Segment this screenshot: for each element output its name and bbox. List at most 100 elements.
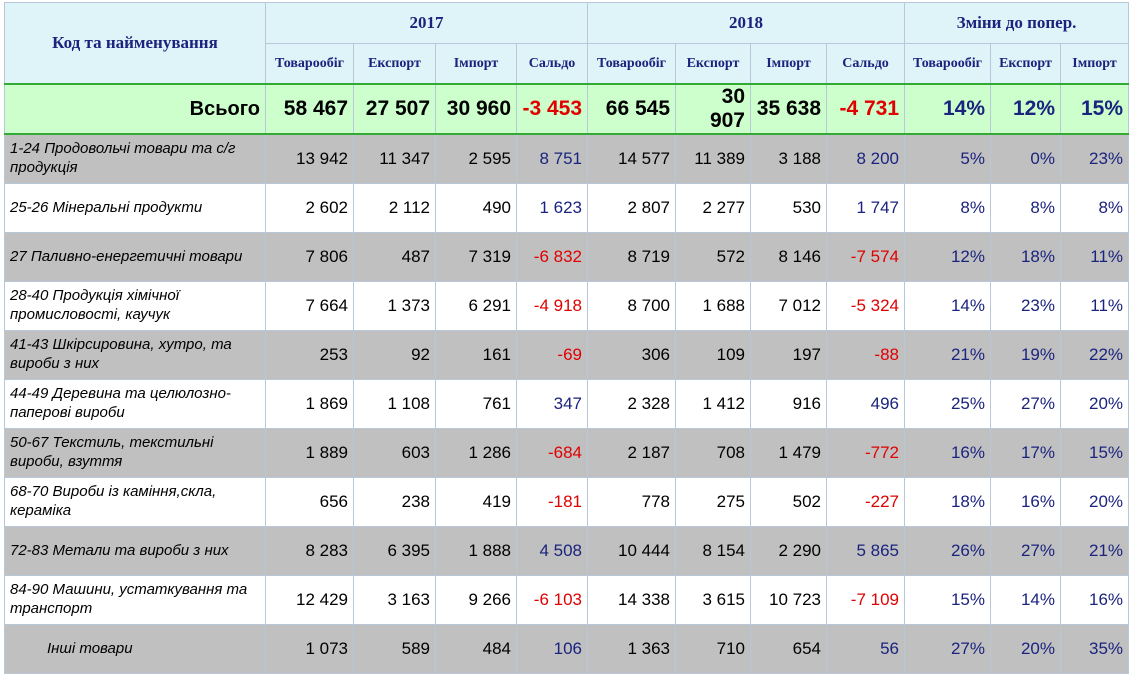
cell: 30 907: [675, 83, 751, 135]
cell: 1 688: [675, 281, 751, 331]
cell: -227: [826, 477, 905, 527]
cell: 11 347: [353, 133, 436, 184]
cell: 8%: [990, 183, 1061, 233]
cell: 20%: [1059, 379, 1130, 429]
cell: 7 664: [265, 281, 354, 331]
data-row: 27 Паливно-енергетичні товари 7 806 487 7 3…: [4, 232, 1130, 282]
cell: 15%: [904, 575, 991, 625]
group-header: 2018: [587, 2, 905, 44]
group-header: 2017: [265, 2, 588, 44]
cell: 10 723: [750, 575, 827, 625]
cell: 27 507: [353, 83, 436, 135]
cell: 8 146: [750, 232, 827, 282]
cell: 2 112: [353, 183, 436, 233]
cell: 1 373: [353, 281, 436, 331]
cell: 8 719: [587, 232, 676, 282]
cell: 92: [353, 330, 436, 380]
cell: 8%: [904, 183, 991, 233]
cell: 20%: [990, 624, 1061, 674]
cell: -88: [826, 330, 905, 380]
cell: 1 869: [265, 379, 354, 429]
cell: 12%: [990, 83, 1061, 135]
cell: 530: [750, 183, 827, 233]
cell: 778: [587, 477, 676, 527]
total-row: Всього 58 467 27 507 30 960 -3 453 66 545 30 9…: [4, 83, 1130, 135]
cell: 1 073: [265, 624, 354, 674]
cell: 8 700: [587, 281, 676, 331]
row-label: 25-26 Мінеральні продукти: [4, 183, 266, 233]
cell: 2 595: [435, 133, 517, 184]
cell: -4 731: [826, 83, 905, 135]
cell: 238: [353, 477, 436, 527]
cell: 1 363: [587, 624, 676, 674]
cell: -7 109: [826, 575, 905, 625]
cell: 490: [435, 183, 517, 233]
cell: 656: [265, 477, 354, 527]
cell: 7 012: [750, 281, 827, 331]
cell: 487: [353, 232, 436, 282]
cell: 502: [750, 477, 827, 527]
cell: 253: [265, 330, 354, 380]
cell: 419: [435, 477, 517, 527]
cell: 197: [750, 330, 827, 380]
cell: 16%: [904, 428, 991, 478]
row-label: 50-67 Текстиль, текстильні вироби, взутт…: [4, 428, 266, 478]
cell: -181: [516, 477, 588, 527]
cell: 710: [675, 624, 751, 674]
data-row: 50-67 Текстиль, текстильні вироби, взутт…: [4, 428, 1130, 478]
data-row: 44-49 Деревина та целюлозно-паперові вир…: [4, 379, 1130, 429]
cell: 26%: [904, 526, 991, 576]
cell: 15%: [1059, 428, 1130, 478]
cell: 21%: [1059, 526, 1130, 576]
cell: 572: [675, 232, 751, 282]
cell: 9 266: [435, 575, 517, 625]
cell: 761: [435, 379, 517, 429]
cell: 2 277: [675, 183, 751, 233]
cell: 5 865: [826, 526, 905, 576]
cell: 1 623: [516, 183, 588, 233]
cell: 12 429: [265, 575, 354, 625]
cell: 14 577: [587, 133, 676, 184]
column-header: Товарообіг: [904, 43, 991, 85]
cell: 23%: [1059, 133, 1130, 184]
cell: 8%: [1059, 183, 1130, 233]
cell: 603: [353, 428, 436, 478]
cell: 2 290: [750, 526, 827, 576]
cell: 10 444: [587, 526, 676, 576]
column-header: Експорт: [353, 43, 436, 85]
cell: 347: [516, 379, 588, 429]
cell: 2 187: [587, 428, 676, 478]
data-row: 41-43 Шкірсировина, хутро, та вироби з н…: [4, 330, 1130, 380]
cell: 7 319: [435, 232, 517, 282]
cell: 14%: [904, 83, 991, 135]
cell: 21%: [904, 330, 991, 380]
cell: 11%: [1059, 232, 1130, 282]
cell: 23%: [990, 281, 1061, 331]
column-header: Імпорт: [1059, 43, 1130, 85]
cell: 27%: [990, 379, 1061, 429]
row-label: 72-83 Метали та вироби з них: [4, 526, 266, 576]
cell: 109: [675, 330, 751, 380]
cell: 19%: [990, 330, 1061, 380]
cell: 708: [675, 428, 751, 478]
cell: 1 747: [826, 183, 905, 233]
cell: 13 942: [265, 133, 354, 184]
cell: 35 638: [750, 83, 827, 135]
cell: -69: [516, 330, 588, 380]
cell: 2 807: [587, 183, 676, 233]
cell: 1 888: [435, 526, 517, 576]
group-header: Зміни до попер.: [903, 2, 1130, 44]
row-label: 44-49 Деревина та целюлозно-паперові вир…: [4, 379, 266, 429]
cell: -684: [516, 428, 588, 478]
row-label: 28-40 Продукція хімічної промисловості, …: [4, 281, 266, 331]
cell: 66 545: [587, 83, 676, 135]
cell: 106: [516, 624, 588, 674]
cell: 654: [750, 624, 827, 674]
cell: 2 602: [265, 183, 354, 233]
row-label: Всього: [4, 83, 266, 135]
header-title: Код та найменування: [4, 2, 266, 85]
cell: -3 453: [516, 83, 588, 135]
cell: -772: [826, 428, 905, 478]
cell: 27%: [990, 526, 1061, 576]
cell: 18%: [904, 477, 991, 527]
